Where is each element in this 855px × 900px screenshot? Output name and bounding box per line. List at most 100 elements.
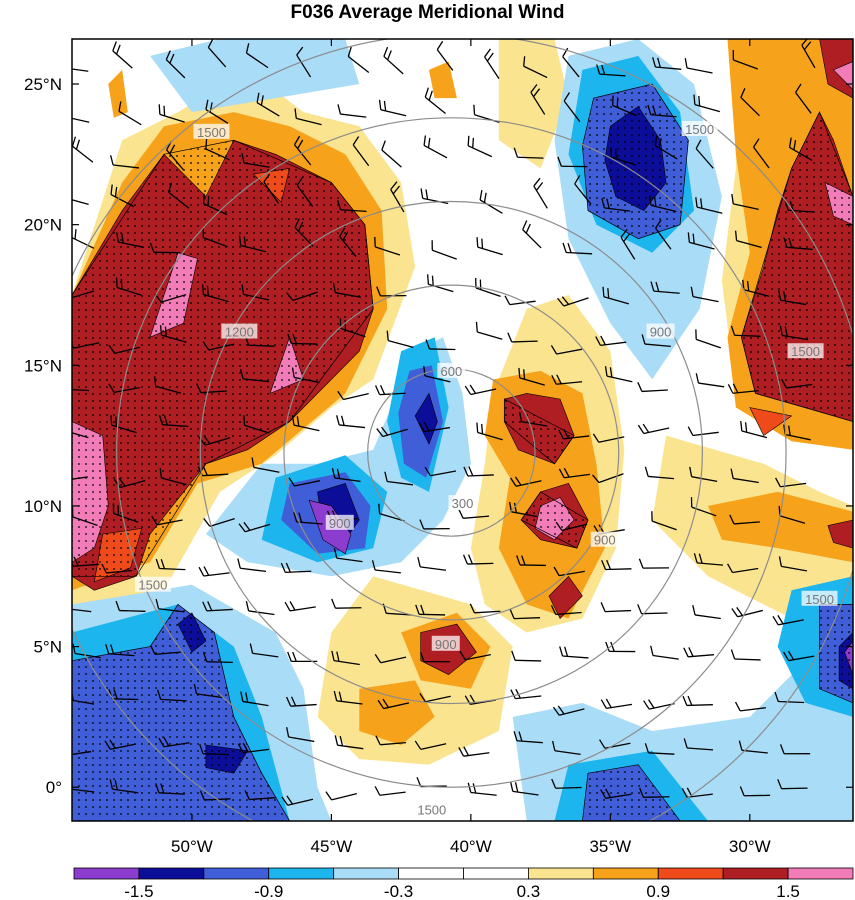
map-title: F036 Average Meridional Wind [290,2,565,23]
ring-label: 1500 [685,122,714,137]
wind-barb [154,376,181,394]
wind-barb [553,566,585,577]
wind-barb [742,279,770,297]
colorbar-swatch [463,867,529,880]
wind-barb [550,605,582,616]
wind-barb [165,50,186,79]
wind-barb [155,598,185,613]
ring-label-bg [437,362,466,378]
wind-barb [414,740,447,750]
ring-label: 1500 [420,21,449,36]
wind-barb [418,421,451,433]
contour-region-lightblue [150,39,360,113]
wind-barb [202,227,228,248]
ring-label-bg [681,121,718,137]
wind-barb [730,468,759,484]
wind-barb [601,559,632,571]
wind-barb [110,415,137,434]
wind-barb [555,521,588,532]
wind-barb [108,344,141,354]
x-tick-label: 40°W [450,837,492,856]
wind-barb [509,609,541,620]
wind-barb [467,782,497,796]
wind-barb [530,84,546,115]
wind-barb [620,228,636,260]
stipple-area [741,111,853,422]
wind-barb [331,650,360,666]
wind-barb [157,689,187,702]
wind-barb [479,190,503,214]
wind-barb [159,467,187,486]
wind-barb [731,606,763,618]
wind-barb [158,414,189,428]
wind-barb [284,601,316,612]
wind-barb [574,174,592,205]
wind-barb [557,156,588,168]
ring-label: 900 [594,533,616,548]
wind-barb [244,790,276,801]
colorbar: -1.5 -0.9 -0.3 0.3 0.9 1.5 [73,867,854,900]
wind-barb [110,155,140,169]
contour-region-orange [359,680,435,746]
wind-barb [558,467,590,479]
wind-barb [245,601,275,616]
wind-barb [650,281,680,294]
wind-barb [550,345,583,355]
y-tick-label: 20°N [24,216,62,235]
ring-label: 900 [650,325,672,340]
y-tick-label: 15°N [24,356,62,375]
wind-barb [376,426,408,438]
wind-barb [644,466,675,480]
wind-barb [727,563,759,574]
wind-barb [687,232,715,250]
wind-barb [332,282,362,298]
y-tick-label: 0° [46,778,62,797]
wind-barb [596,64,626,77]
wind-barb [522,220,542,249]
wind-barb [337,104,367,118]
wind-barb [112,503,139,523]
wind-barb [731,193,759,211]
wind-barb [610,147,637,166]
wind-barb [202,341,235,351]
x-tick-label: 30°W [729,837,771,856]
wind-barb [281,795,314,806]
wind-barb [652,57,682,70]
wind-barb [783,237,813,251]
contour-region-pink [832,61,853,91]
wind-barb [374,786,406,796]
ring-label: 1500 [805,592,834,607]
wind-barb [557,296,589,307]
wind-barb [115,277,143,296]
wind-barb [651,511,677,531]
wind-barb [291,415,320,432]
wind-barb [424,466,457,477]
contour-region-navy [414,392,438,445]
contour-region-darkred [827,519,853,549]
wind-barb [203,518,235,527]
wind-barb [469,603,501,614]
wind-barb [513,147,544,159]
contour-region-redorange [749,407,793,437]
wind-barb [72,342,100,349]
wind-barb [72,388,90,392]
wind-barb [202,652,233,664]
wind-barb [730,325,761,337]
wind-barb [641,334,671,348]
wind-barb [552,740,581,756]
wind-barb [511,650,542,662]
wind-barb [649,195,677,213]
wind-barb [101,563,133,574]
wind-barb [238,521,271,533]
wind-barb [239,369,270,383]
wind-barb [687,426,719,437]
wind-barb [72,750,92,756]
wind-barb [294,218,314,247]
wind-barb [116,232,144,248]
wind-barb [251,457,280,473]
wind-barb [424,87,446,115]
wind-barb [533,177,548,209]
wind-barb [325,791,357,801]
wind-barb [727,383,759,394]
x-tick-label: 45°W [311,837,353,856]
